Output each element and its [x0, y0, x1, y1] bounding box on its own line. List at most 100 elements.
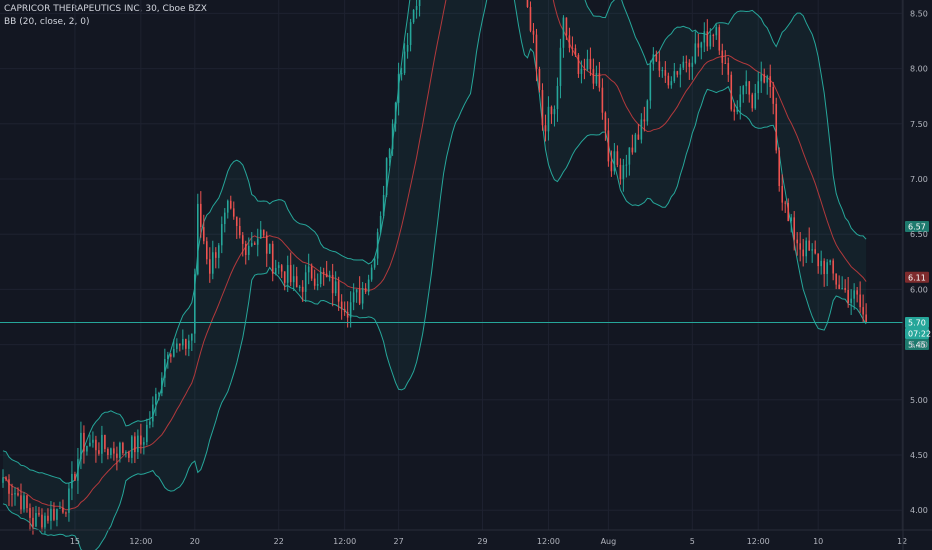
candle-body: [757, 81, 760, 94]
price-badge-countdown: [905, 328, 929, 340]
candle-body: [562, 17, 565, 48]
candle-body: [823, 260, 825, 275]
candle-body: [679, 67, 682, 75]
candle-body: [559, 47, 562, 86]
candle-body: [580, 69, 583, 74]
candle-body: [92, 439, 94, 443]
candle-body: [595, 73, 598, 84]
x-tick-label: 27: [394, 537, 404, 546]
candle-body: [718, 27, 721, 51]
candle-body: [415, 6, 418, 10]
candle-body: [343, 308, 346, 312]
candle-body: [733, 109, 736, 112]
candle-body: [283, 271, 286, 283]
candle-body: [670, 81, 673, 86]
candle-body: [616, 151, 619, 165]
candle-body: [694, 43, 697, 63]
x-tick-label: 29: [477, 537, 487, 546]
candle-body: [125, 452, 127, 454]
candle-body: [41, 514, 43, 528]
price-badge-countdown-text: 07:22: [908, 330, 931, 339]
candle-body: [289, 265, 292, 283]
candle-body: [74, 473, 76, 481]
candle-body: [170, 354, 172, 357]
candle-body: [247, 245, 250, 255]
candle-body: [727, 63, 730, 75]
candle-body: [604, 112, 607, 131]
candle-body: [394, 102, 397, 124]
candle-body: [226, 200, 229, 213]
y-tick-label: 6.50: [910, 230, 928, 239]
y-tick-label: 4.00: [910, 506, 928, 515]
candle-body: [295, 276, 298, 288]
candle-body: [607, 130, 610, 162]
candle-body: [790, 217, 793, 222]
candle-body: [550, 106, 553, 115]
candle-body: [38, 513, 40, 515]
candle-body: [200, 203, 202, 228]
candle-body: [211, 252, 214, 274]
candle-body: [128, 452, 130, 458]
candle-body: [796, 239, 799, 244]
candle-body: [409, 22, 412, 45]
candle-body: [829, 260, 831, 263]
bollinger-lower-line: [2, 0, 867, 550]
candle-body: [197, 203, 199, 275]
candle-body: [853, 290, 855, 299]
candle-body: [80, 432, 82, 460]
candle-body: [355, 289, 358, 293]
candle-body: [137, 435, 139, 453]
y-tick-label: 4.50: [910, 451, 928, 460]
candle-body: [361, 288, 364, 304]
candle-body: [155, 393, 157, 405]
price-badge-last-text: 5.70: [908, 319, 926, 328]
candle-body: [95, 439, 97, 451]
candle-body: [640, 119, 643, 140]
candle-body: [724, 62, 727, 64]
candle-body: [538, 68, 541, 91]
candle-body: [373, 258, 376, 268]
candle-body: [50, 508, 52, 521]
candle-body: [610, 161, 613, 172]
candle-body: [334, 281, 337, 294]
candle-body: [784, 202, 787, 204]
candle-body: [553, 109, 556, 115]
candle-body: [250, 243, 253, 246]
x-tick-label: Aug: [601, 537, 617, 546]
candle-body: [631, 147, 634, 153]
candle-body: [274, 267, 277, 274]
candle-body: [574, 48, 577, 55]
candle-body: [161, 377, 163, 394]
candle-body: [799, 243, 802, 250]
candle-body: [191, 333, 193, 341]
candle-body: [8, 479, 10, 494]
candle-body: [241, 235, 244, 244]
candle-body: [101, 434, 103, 454]
candle-body: [346, 311, 349, 318]
candle-body: [158, 393, 160, 395]
candle-body: [379, 215, 382, 233]
candle-body: [280, 265, 283, 272]
indicator-legend[interactable]: BB (20, close, 2, 0): [4, 17, 90, 27]
candle-body: [286, 265, 289, 283]
candle-body: [194, 274, 196, 334]
candle-body: [337, 281, 340, 302]
bollinger-band-fill: [3, 0, 867, 550]
candle-body: [736, 107, 739, 112]
x-tick-label: 12:00: [129, 537, 152, 546]
candle-body: [256, 238, 259, 245]
candle-body: [658, 61, 661, 71]
candle-body: [68, 488, 70, 513]
candle-body: [712, 35, 715, 37]
candle-body: [691, 62, 694, 67]
candle-body: [182, 339, 184, 346]
candle-body: [808, 240, 810, 251]
candle-body: [146, 424, 148, 443]
candle-body: [832, 260, 834, 274]
candle-body: [811, 249, 813, 251]
candle-body: [637, 134, 640, 140]
candle-body: [53, 508, 55, 520]
candle-body: [23, 495, 25, 510]
price-badge-upper-band-text: 6.57: [908, 222, 926, 231]
